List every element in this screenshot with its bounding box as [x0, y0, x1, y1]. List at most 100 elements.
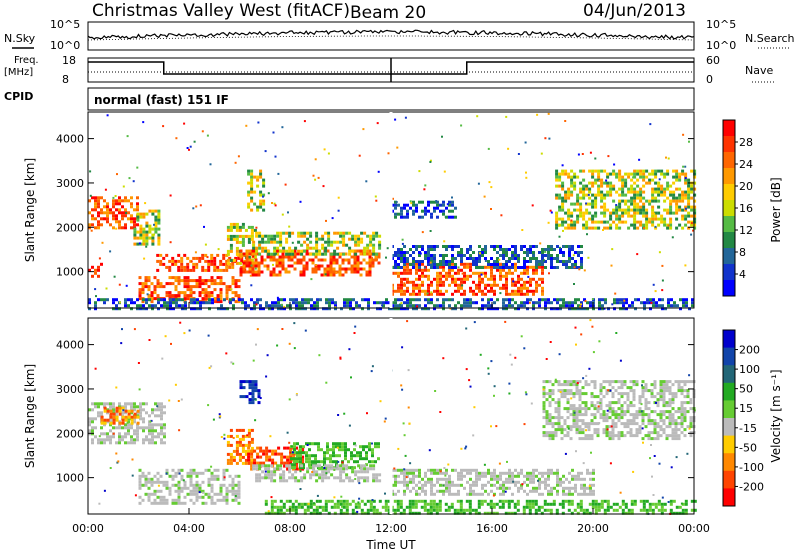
heatmap-cell — [400, 277, 403, 281]
heatmap-cell — [294, 470, 298, 474]
heatmap-cell — [394, 212, 397, 216]
heatmap-cell — [279, 508, 283, 512]
heatmap-cell — [118, 426, 121, 430]
heatmap-cell — [647, 389, 651, 393]
heatmap-cell — [239, 395, 243, 399]
heatmap-cell — [225, 288, 229, 292]
heatmap-cell — [514, 283, 517, 287]
heatmap-cell — [490, 263, 493, 266]
heatmap-cell — [144, 282, 148, 286]
heatmap-cell — [297, 249, 301, 253]
heatmap-cell — [493, 263, 496, 266]
heatmap-cell — [331, 301, 334, 305]
heatmap-cell — [321, 470, 325, 474]
heatmap-cell — [573, 175, 577, 179]
heatmap-cell — [144, 477, 148, 481]
heatmap-cell — [253, 304, 256, 308]
heatmap-cell — [397, 298, 400, 302]
heatmap-noise-cell — [611, 303, 614, 306]
heatmap-cell — [675, 511, 679, 515]
heatmap-cell — [333, 502, 337, 506]
heatmap-cell — [177, 495, 181, 499]
heatmap-cell — [638, 395, 642, 399]
heatmap-noise-cell — [586, 233, 588, 236]
heatmap-cell — [507, 502, 511, 506]
heatmap-cell — [579, 169, 583, 173]
heatmap-cell — [293, 457, 296, 461]
heatmap-cell — [210, 489, 214, 493]
heatmap-cell — [520, 486, 523, 490]
heatmap-cell — [654, 217, 658, 221]
heatmap-cell — [127, 417, 130, 421]
heatmap-cell — [302, 445, 305, 449]
heatmap-cell — [618, 199, 622, 203]
heatmap-cell — [590, 419, 594, 423]
heatmap-cell — [578, 437, 582, 441]
heatmap-cell — [327, 240, 331, 244]
heatmap-cell — [154, 402, 157, 406]
heatmap-cell — [283, 307, 286, 311]
heatmap-cell — [183, 483, 187, 487]
heatmap-cell — [660, 505, 664, 509]
heatmap-cell — [238, 228, 242, 232]
heatmap-cell — [557, 413, 561, 417]
heatmap-cell — [216, 282, 220, 286]
heatmap-cell — [568, 257, 571, 260]
heatmap-cell — [394, 203, 397, 207]
heatmap-cell — [603, 169, 607, 173]
heatmap-cell — [365, 451, 368, 455]
heatmap-cell — [433, 266, 436, 269]
heatmap-cell — [363, 502, 367, 506]
heatmap-cell — [289, 307, 292, 311]
heatmap-cell — [250, 428, 254, 432]
heatmap-cell — [112, 421, 116, 425]
heatmap-cell — [271, 301, 274, 305]
heatmap-cell — [597, 193, 601, 197]
heatmap-cell — [678, 223, 682, 227]
heatmap-cell — [210, 477, 214, 481]
heatmap-cell — [484, 245, 487, 248]
heatmap-cell — [270, 479, 274, 483]
heatmap-cell — [630, 223, 634, 227]
heatmap-cell — [406, 483, 409, 487]
heatmap-cell — [681, 172, 685, 176]
heatmap-cell — [472, 489, 475, 493]
heatmap-cell — [609, 172, 613, 176]
heatmap-cell — [433, 200, 436, 204]
heatmap-cell — [147, 495, 151, 499]
heatmap-cell — [256, 301, 259, 305]
heatmap-cell — [641, 389, 645, 393]
heatmap-cell — [371, 454, 374, 458]
heatmap-cell — [142, 441, 145, 445]
heatmap-noise-cell — [281, 126, 284, 129]
heatmap-cell — [115, 304, 118, 308]
heatmap-cell — [160, 408, 163, 412]
heatmap-cell — [174, 474, 178, 478]
heatmap-cell — [253, 175, 257, 179]
heatmap-cell — [487, 265, 490, 269]
heatmap-cell — [499, 274, 502, 278]
heatmap-cell — [626, 404, 630, 408]
heatmap-cell — [568, 486, 571, 490]
heatmap-cell — [615, 223, 619, 227]
heatmap-cell — [427, 480, 430, 484]
heatmap-cell — [213, 259, 217, 263]
heatmap-cell — [145, 426, 148, 430]
heatmap-cell — [115, 406, 119, 410]
heatmap-cell — [611, 428, 615, 432]
heatmap-cell — [460, 277, 463, 281]
heatmap-cell — [115, 415, 119, 419]
heatmap-cell — [436, 489, 439, 493]
heatmap-cell — [580, 245, 583, 248]
heatmap-cell — [342, 464, 346, 468]
heatmap-cell — [570, 181, 574, 185]
heatmap-cell — [142, 298, 145, 302]
heatmap-cell — [484, 292, 487, 296]
heatmap-cell — [198, 291, 202, 295]
heatmap-cell — [411, 502, 415, 506]
heatmap-noise-cell — [476, 115, 479, 118]
heatmap-cell — [399, 499, 403, 503]
heatmap-cell — [606, 172, 610, 176]
heatmap-cell — [436, 289, 439, 293]
heatmap-cell — [655, 304, 658, 308]
